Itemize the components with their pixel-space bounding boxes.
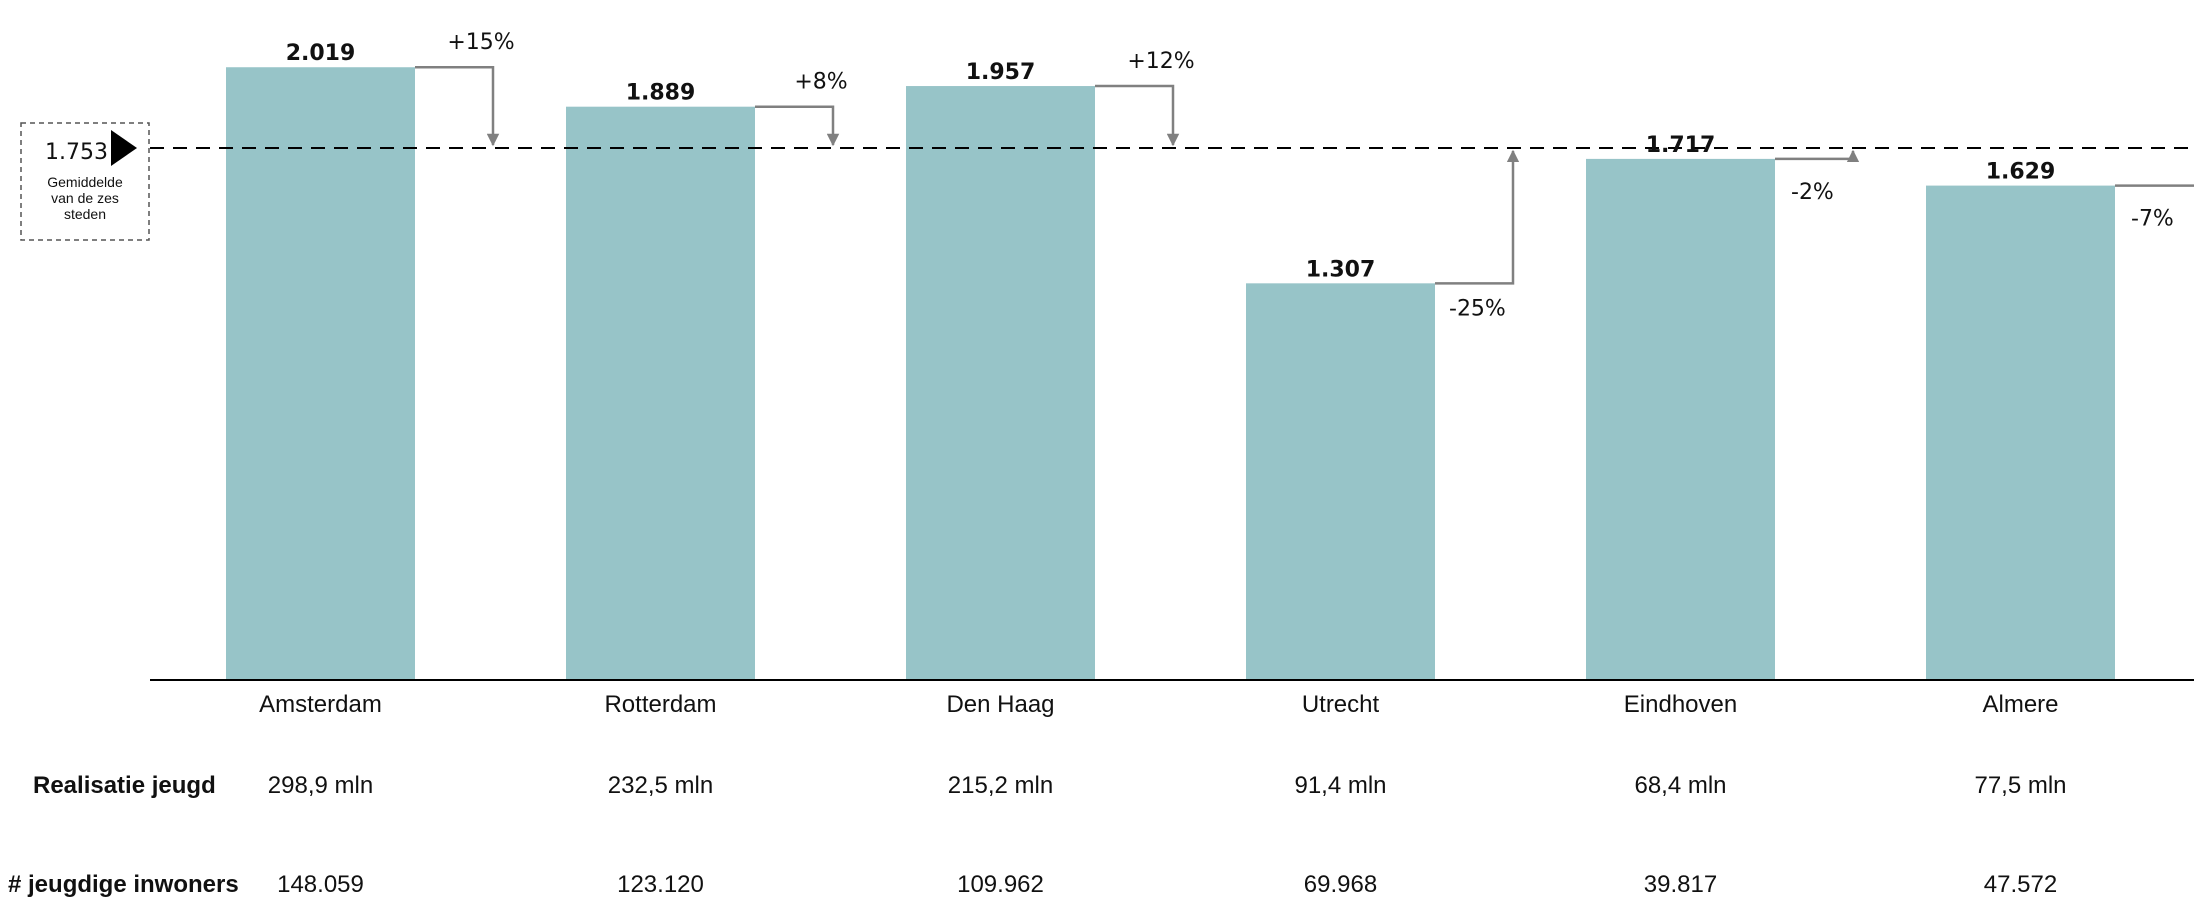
bar-value-label: 1.957 bbox=[966, 60, 1036, 85]
category-label: Eindhoven bbox=[1624, 691, 1737, 718]
deviation-label: -25% bbox=[1449, 296, 1506, 321]
deviation-label: +8% bbox=[794, 70, 847, 95]
bar-den-haag bbox=[906, 86, 1095, 681]
row-value: 68,4 mln bbox=[1634, 772, 1726, 799]
row-value: 215,2 mln bbox=[948, 772, 1053, 799]
average-pointer-icon bbox=[111, 130, 137, 166]
deviation-label: -2% bbox=[1791, 180, 1834, 205]
deviation-label: -7% bbox=[2131, 207, 2174, 232]
row-value: 69.968 bbox=[1304, 871, 1377, 898]
deviation-label: +15% bbox=[447, 30, 514, 55]
average-caption-line: steden bbox=[64, 206, 106, 222]
bar-rotterdam bbox=[566, 106, 755, 681]
row-label: Realisatie jeugd bbox=[33, 772, 216, 799]
deviation-arrow bbox=[1095, 84, 1180, 147]
row-value: 298,9 mln bbox=[268, 772, 373, 799]
average-caption-line: Gemiddelde bbox=[47, 174, 123, 190]
deviation-arrow bbox=[1775, 149, 1860, 163]
row-value: 39.817 bbox=[1644, 871, 1717, 898]
row-value: 148.059 bbox=[277, 871, 364, 898]
bar-almere bbox=[1926, 185, 2115, 680]
category-label: Rotterdam bbox=[604, 691, 716, 718]
deviation-arrow bbox=[415, 65, 500, 147]
average-value: 1.753 bbox=[45, 140, 108, 165]
bar-value-label: 1.307 bbox=[1306, 257, 1376, 282]
deviation-label: +12% bbox=[1127, 49, 1194, 74]
category-label: Utrecht bbox=[1302, 691, 1380, 718]
row-value: 91,4 mln bbox=[1294, 772, 1386, 799]
bar-eindhoven bbox=[1586, 158, 1775, 680]
category-label: Almere bbox=[1982, 691, 2058, 718]
row-label: # jeugdige inwoners bbox=[8, 871, 239, 898]
average-caption-line: van de zes bbox=[51, 190, 119, 206]
category-label: Den Haag bbox=[946, 691, 1054, 718]
bar-value-label: 1.889 bbox=[626, 81, 696, 106]
deviation-arrow bbox=[1435, 149, 1520, 285]
bar-value-label: 1.629 bbox=[1986, 160, 2056, 185]
row-value: 123.120 bbox=[617, 871, 704, 898]
bar-utrecht bbox=[1246, 283, 1435, 680]
row-value: 232,5 mln bbox=[608, 772, 713, 799]
category-label: Amsterdam bbox=[259, 691, 382, 718]
row-value: 47.572 bbox=[1984, 871, 2057, 898]
bar-value-label: 2.019 bbox=[286, 41, 356, 66]
row-value: 77,5 mln bbox=[1974, 772, 2066, 799]
row-value: 109.962 bbox=[957, 871, 1044, 898]
bar-amsterdam bbox=[226, 67, 415, 680]
deviation-arrow bbox=[755, 105, 840, 147]
bar-value-label: 1.717 bbox=[1646, 133, 1716, 158]
deviation-arrow bbox=[2115, 184, 2194, 187]
